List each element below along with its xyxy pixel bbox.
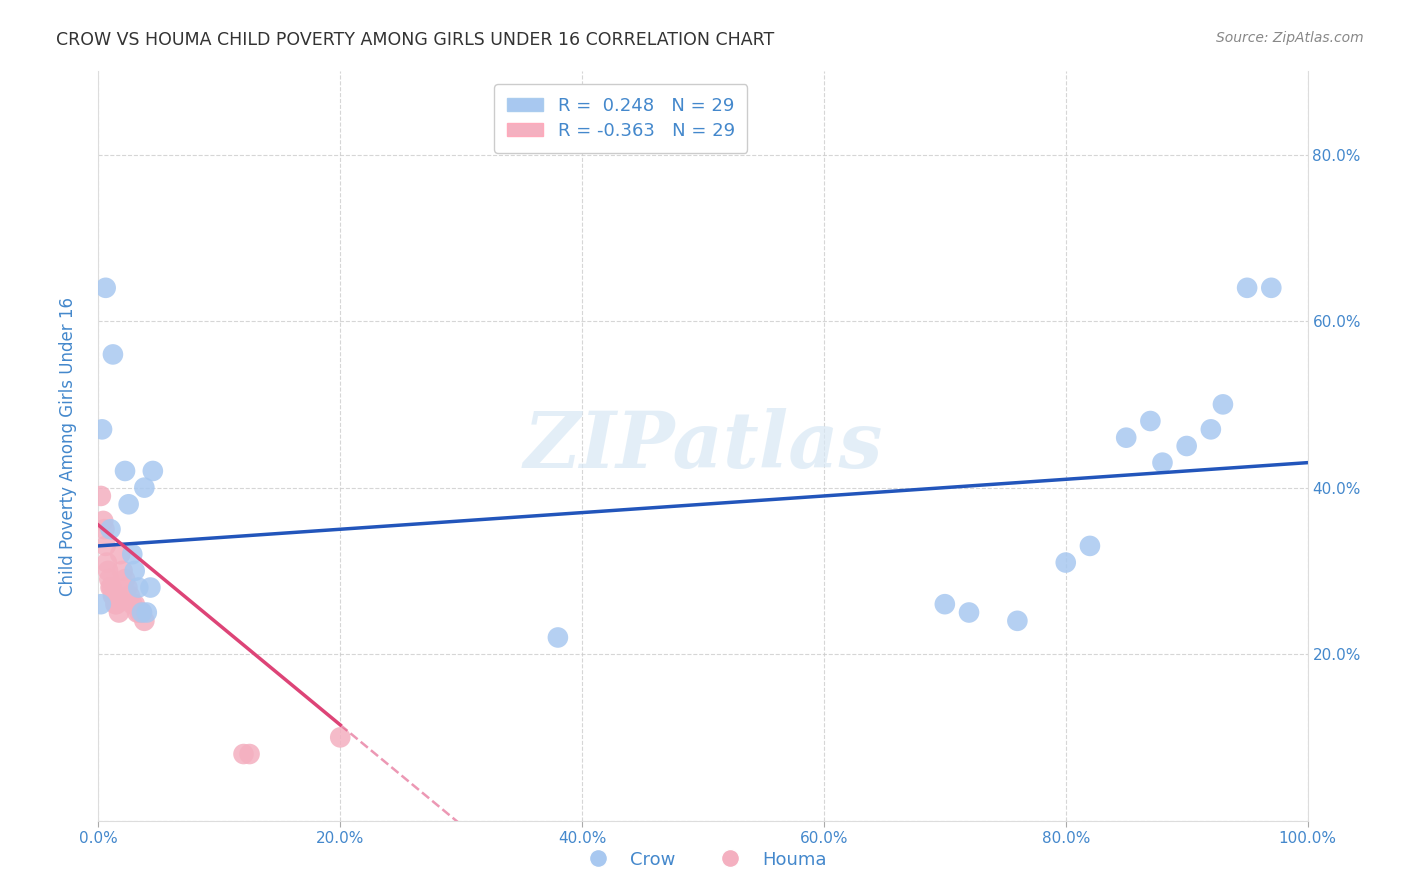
Point [118,497,141,511]
Point [134,614,156,628]
Point [1139,414,1161,428]
Point [94,281,117,295]
Point [101,347,124,361]
Point [239,747,262,761]
Point [91,422,114,436]
Point [1078,539,1101,553]
Y-axis label: Child Poverty Among Girls Under 16: Child Poverty Among Girls Under 16 [59,296,77,596]
Point [108,547,131,561]
Point [1236,281,1258,295]
Legend: R =  0.248   N = 29, R = -0.363   N = 29: R = 0.248 N = 29, R = -0.363 N = 29 [495,84,748,153]
Point [957,606,980,620]
Point [121,547,143,561]
Point [128,606,150,620]
Point [96,556,118,570]
Point [139,581,162,595]
Point [117,581,139,595]
Point [104,597,127,611]
Point [124,597,146,611]
Point [98,572,121,586]
Point [127,581,149,595]
Point [142,464,165,478]
Point [90,597,112,611]
Point [232,747,254,761]
Point [100,581,122,595]
Text: CROW VS HOUMA CHILD POVERTY AMONG GIRLS UNDER 16 CORRELATION CHART: CROW VS HOUMA CHILD POVERTY AMONG GIRLS … [56,31,775,49]
Point [94,539,117,553]
Point [1175,439,1198,453]
Point [1054,556,1077,570]
Text: ZIPatlas: ZIPatlas [523,408,883,484]
Point [934,597,956,611]
Legend: Crow, Houma: Crow, Houma [572,844,834,876]
Point [1115,431,1137,445]
Point [108,606,131,620]
Text: Source: ZipAtlas.com: Source: ZipAtlas.com [1216,31,1364,45]
Point [91,514,114,528]
Point [1007,614,1029,628]
Point [114,572,136,586]
Point [131,606,153,620]
Point [329,731,352,745]
Point [93,522,115,536]
Point [547,631,569,645]
Point [1199,422,1222,436]
Point [134,481,156,495]
Point [127,606,149,620]
Point [107,589,129,603]
Point [105,597,128,611]
Point [131,606,153,620]
Point [135,606,157,620]
Point [103,589,125,603]
Point [118,589,141,603]
Point [1212,397,1234,411]
Point [97,564,120,578]
Point [114,464,136,478]
Point [100,581,122,595]
Point [100,522,122,536]
Point [101,589,124,603]
Point [1260,281,1282,295]
Point [90,489,112,503]
Point [111,564,134,578]
Point [121,597,143,611]
Point [1152,456,1174,470]
Point [124,564,146,578]
